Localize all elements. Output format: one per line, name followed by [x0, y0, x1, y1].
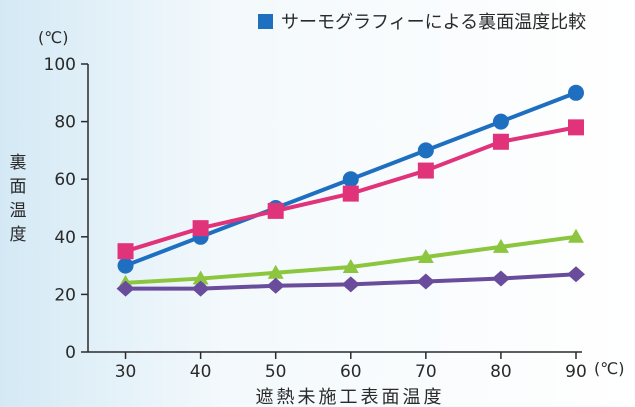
legend-marker	[258, 14, 273, 29]
data-point-diamond	[416, 273, 435, 290]
y-tick-label: 0	[65, 343, 76, 363]
data-point-circle	[417, 142, 434, 159]
data-point-triangle	[568, 228, 584, 243]
data-point-square	[117, 243, 134, 260]
data-point-square	[568, 119, 584, 136]
data-point-diamond	[491, 270, 510, 287]
data-point-square	[492, 133, 509, 150]
y-tick-label: 100	[44, 55, 76, 75]
chart-title: サーモグラフィーによる裏面温度比較	[281, 12, 586, 33]
x-tick-label: 70	[415, 362, 437, 382]
data-point-triangle	[267, 264, 284, 279]
data-point-triangle	[342, 259, 359, 274]
data-point-diamond	[567, 266, 585, 283]
data-point-circle	[492, 113, 509, 130]
x-axis-unit: (℃)	[594, 359, 624, 378]
x-tick-label: 40	[190, 362, 212, 382]
x-tick-label: 80	[490, 362, 512, 382]
data-point-square	[417, 162, 434, 179]
y-tick-label: 80	[54, 113, 76, 133]
x-tick-label: 60	[340, 362, 362, 382]
x-tick-label: 90	[565, 362, 587, 382]
data-point-diamond	[116, 280, 135, 297]
data-point-circle	[568, 84, 584, 101]
x-tick-label: 30	[115, 362, 137, 382]
data-point-square	[192, 220, 209, 237]
data-point-triangle	[492, 238, 509, 253]
y-axis-label: 裏面温度	[10, 152, 27, 245]
y-tick-label: 40	[54, 228, 76, 248]
data-point-triangle	[417, 248, 434, 263]
data-point-square	[267, 202, 284, 219]
y-tick-label: 60	[54, 170, 76, 190]
data-point-diamond	[266, 277, 285, 294]
data-point-triangle	[192, 270, 209, 285]
y-axis-unit: (℃)	[38, 28, 68, 47]
data-point-square	[342, 185, 359, 202]
data-point-circle	[117, 257, 134, 274]
data-point-diamond	[191, 280, 210, 297]
x-axis-label: 遮熱未施工表面温度	[256, 387, 445, 407]
data-point-diamond	[341, 276, 360, 293]
data-point-circle	[342, 171, 359, 188]
x-tick-label: 50	[265, 362, 287, 382]
y-tick-label: 20	[54, 285, 76, 305]
